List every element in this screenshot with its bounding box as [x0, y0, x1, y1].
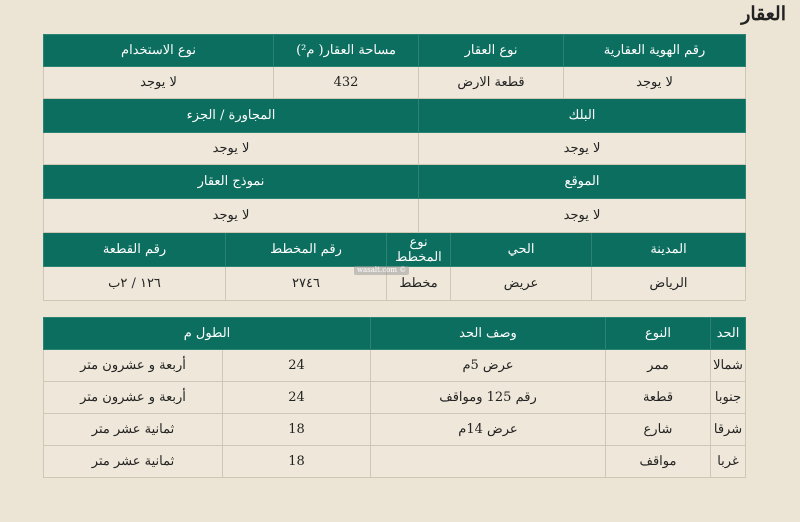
table-row: غربا مواقف 18 ثمانية عشر متر — [43, 445, 746, 478]
cell: ثمانية عشر متر — [43, 445, 223, 478]
value-cell: لا يوجد — [42, 132, 420, 165]
header-cell: نموذج العقار — [42, 164, 420, 199]
cell: أربعة و عشرون متر — [43, 381, 223, 414]
header-cell: المدينة — [591, 232, 747, 267]
header-cell: الحد — [710, 317, 746, 350]
header-cell: رقم الهوية العقارية — [563, 34, 747, 67]
cell: ممر — [605, 349, 711, 382]
header-row: البلك المجاورة / الجزء — [42, 98, 747, 133]
cell: جنوبا — [710, 381, 746, 414]
header-cell: الطول م — [43, 317, 371, 350]
header-cell: الموقع — [418, 164, 747, 199]
header-cell: النوع — [605, 317, 711, 350]
cell: 24 — [222, 381, 371, 414]
header-cell: وصف الحد — [370, 317, 606, 350]
table-row: شرقا شارع عرض 14م 18 ثمانية عشر متر — [43, 413, 746, 446]
cell: شرقا — [710, 413, 746, 446]
header-cell: نوع المخطط — [386, 232, 452, 267]
cell: غربا — [710, 445, 746, 478]
header-row: المدينة الحي نوع المخطط رقم المخطط رقم ا… — [42, 232, 747, 267]
header-cell: رقم المخطط — [225, 232, 388, 267]
cell: عرض 14م — [370, 413, 606, 446]
value-cell: لا يوجد — [418, 132, 747, 165]
table-row: شمالا ممر عرض 5م 24 أربعة و عشرون متر — [43, 349, 746, 382]
header-row: الموقع نموذج العقار — [42, 164, 747, 199]
cell: 18 — [222, 413, 371, 446]
value-cell: 432 — [273, 66, 420, 99]
cell: شمالا — [710, 349, 746, 382]
header-cell: الحي — [450, 232, 593, 267]
value-row: الرياض عريض مخطط ٢٧٤٦ ١٢٦ / ٢ب — [42, 266, 747, 301]
cell: مواقف — [605, 445, 711, 478]
header-cell: البلك — [418, 98, 747, 133]
boundaries-table: الحد النوع وصف الحد الطول م شمالا ممر عرض … — [43, 317, 746, 478]
cell: شارع — [605, 413, 711, 446]
value-cell: لا يوجد — [42, 66, 275, 99]
value-cell: ١٢٦ / ٢ب — [42, 266, 227, 301]
header-row: رقم الهوية العقارية نوع العقار مساحة الع… — [42, 34, 747, 67]
value-cell: لا يوجد — [563, 66, 747, 99]
value-cell: لا يوجد — [42, 198, 420, 233]
value-row: لا يوجد لا يوجد — [42, 198, 747, 233]
cell: ثمانية عشر متر — [43, 413, 223, 446]
header-cell: المجاورة / الجزء — [42, 98, 420, 133]
value-cell: الرياض — [591, 266, 747, 301]
cell: 24 — [222, 349, 371, 382]
cell: قطعة — [605, 381, 711, 414]
cell — [370, 445, 606, 478]
property-info-table: رقم الهوية العقارية نوع العقار مساحة الع… — [42, 34, 747, 301]
value-row: لا يوجد قطعة الارض 432 لا يوجد — [42, 66, 747, 99]
value-row: لا يوجد لا يوجد — [42, 132, 747, 165]
header-cell: نوع العقار — [418, 34, 565, 67]
header-cell: رقم القطعة — [42, 232, 227, 267]
cell: رقم 125 ومواقف — [370, 381, 606, 414]
value-cell: قطعة الارض — [418, 66, 565, 99]
header-row: الحد النوع وصف الحد الطول م — [43, 317, 746, 350]
watermark: wasalt.com © — [354, 266, 410, 275]
cell: عرض 5م — [370, 349, 606, 382]
value-cell: عريض — [450, 266, 593, 301]
cell: أربعة و عشرون متر — [43, 349, 223, 382]
section-title: العقار — [741, 3, 786, 25]
cell: 18 — [222, 445, 371, 478]
header-cell: مساحة العقار( م²) — [273, 34, 420, 67]
table-row: جنوبا قطعة رقم 125 ومواقف 24 أربعة و عشرون م… — [43, 381, 746, 414]
header-cell: نوع الاستخدام — [42, 34, 275, 67]
value-cell: لا يوجد — [418, 198, 747, 233]
